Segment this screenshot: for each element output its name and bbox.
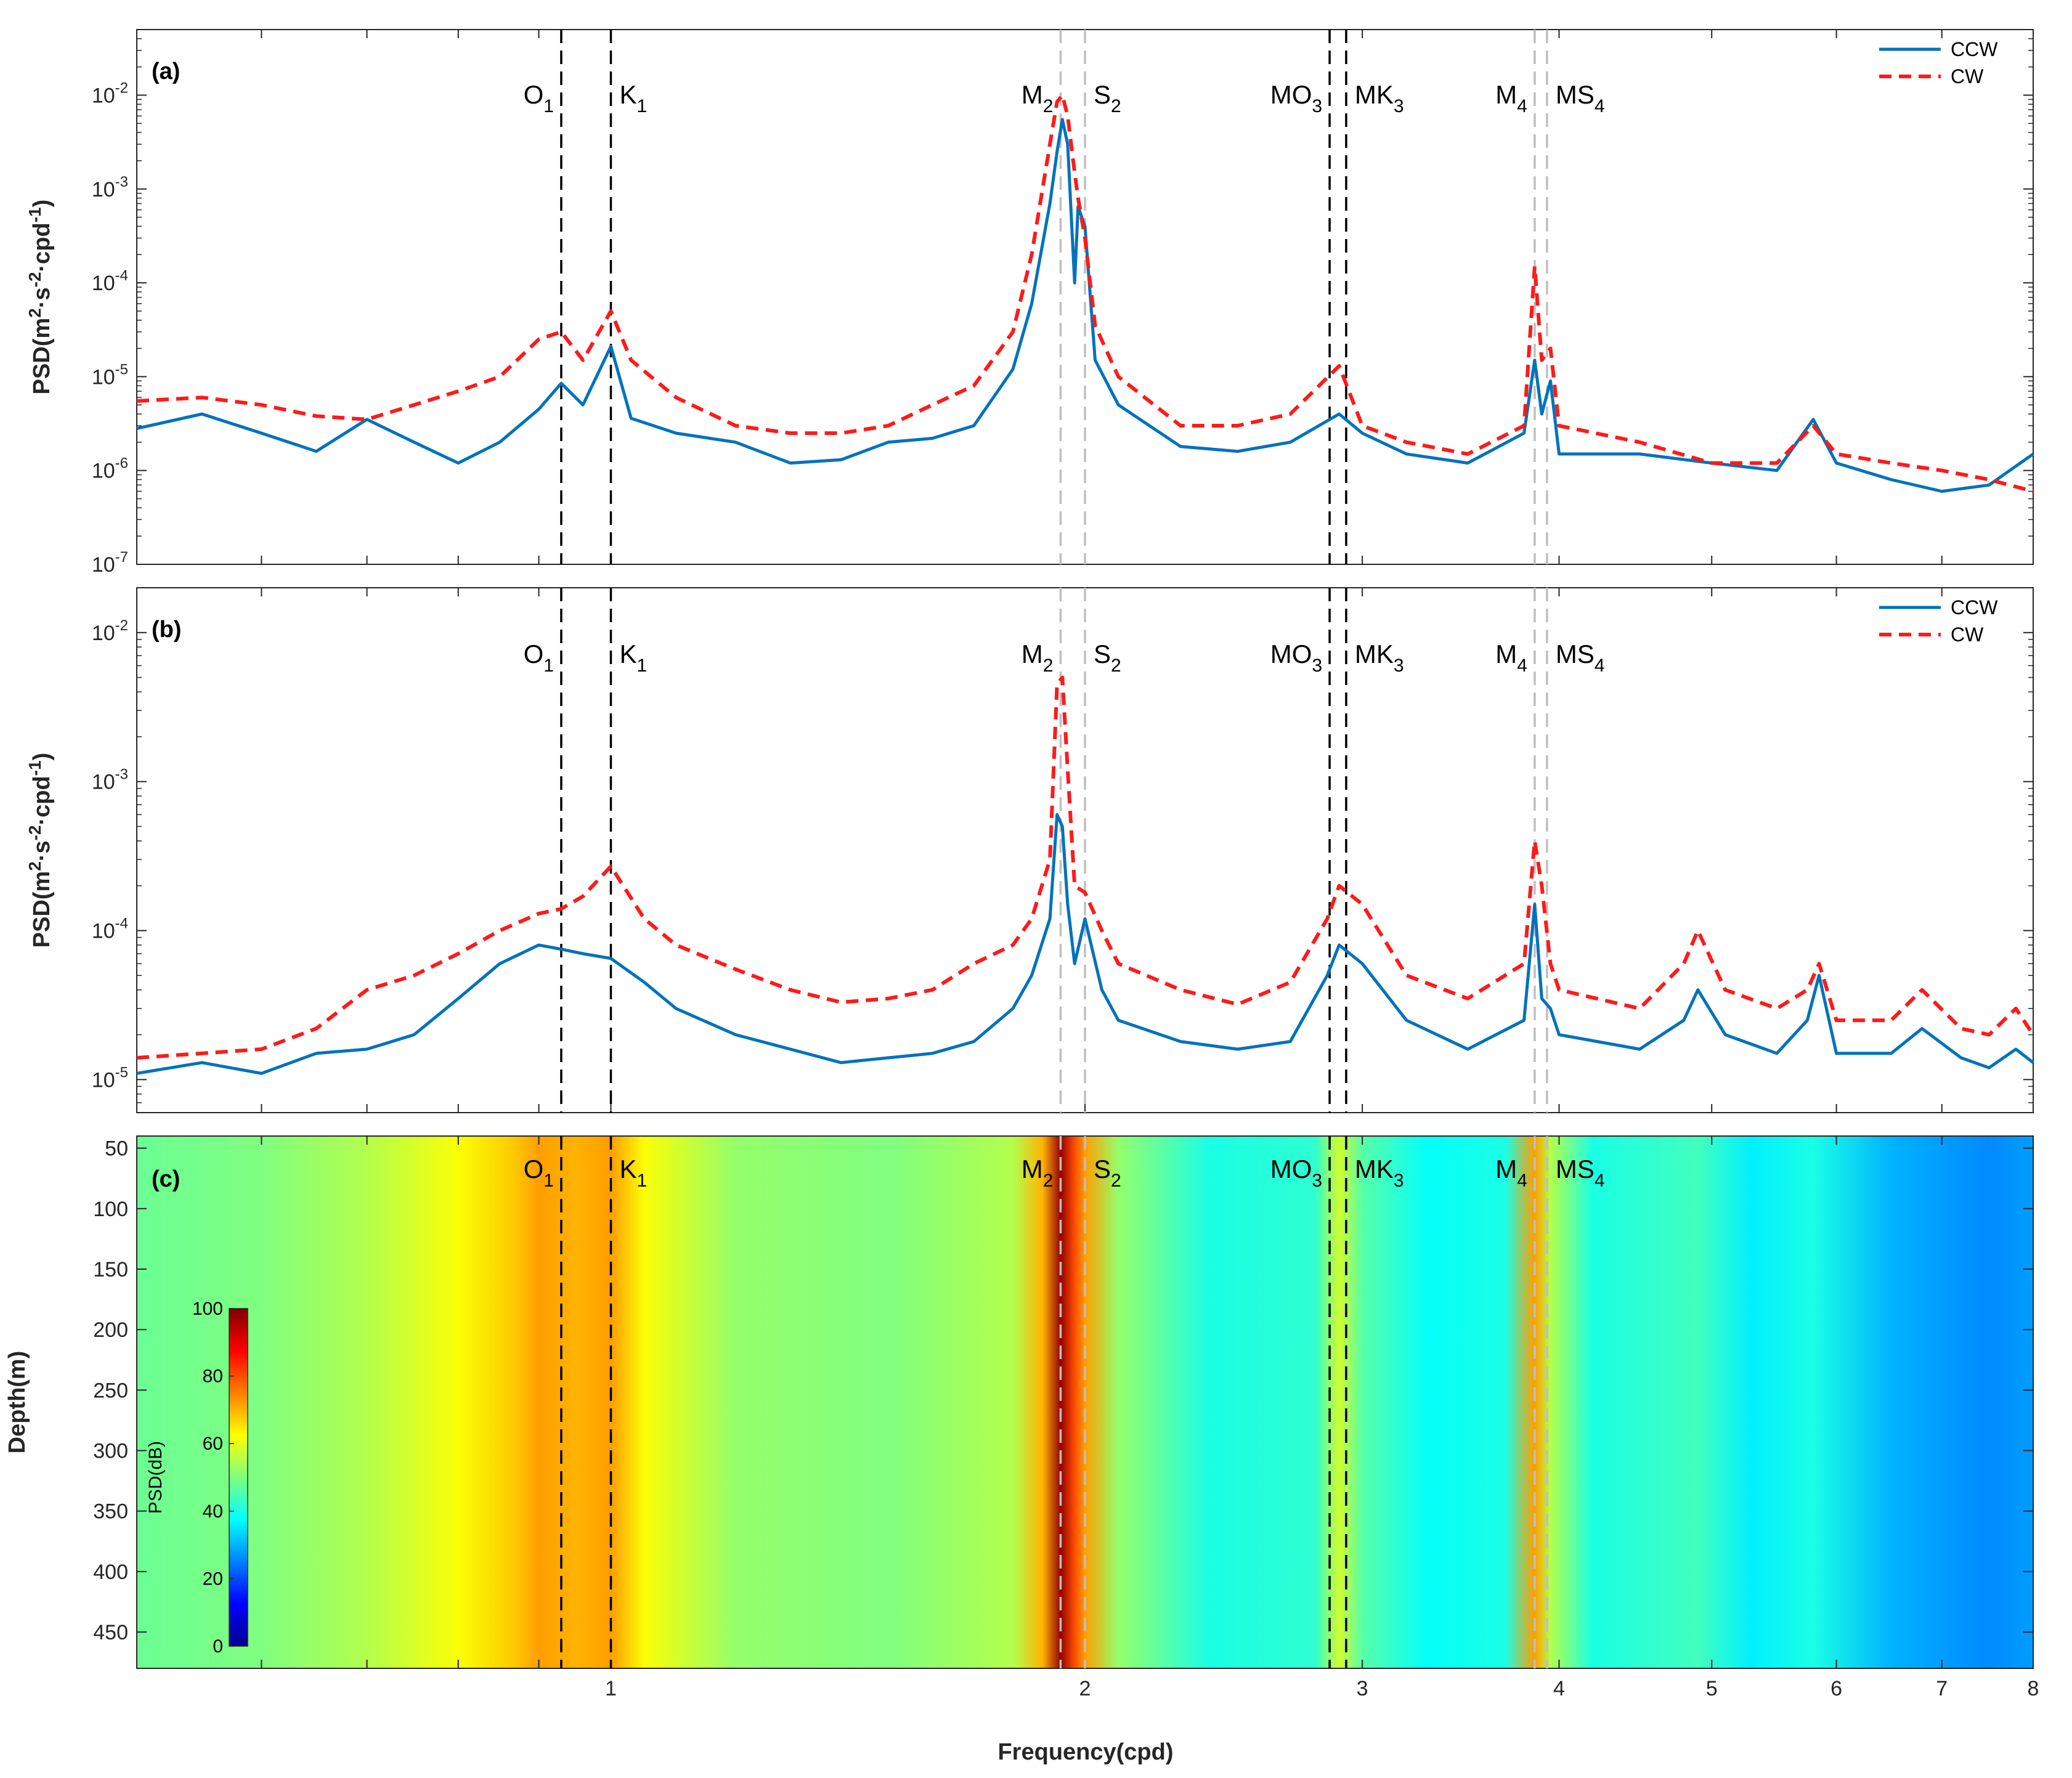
legend-label-ccw: CCW	[1951, 596, 1998, 619]
constituent-label-s2: S2	[1094, 639, 1121, 676]
panel-c-xtick-labels: 1 2 3 4 5 6 7 8	[605, 1677, 2039, 1700]
panel-c-ylabel: Depth(m)	[4, 1351, 30, 1454]
panel-b-ylabel: PSD(m2·s-2·cpd-1)	[25, 753, 55, 948]
constituent-label-m4: M4	[1495, 1155, 1527, 1191]
y-tick-label: 10-2	[92, 79, 128, 107]
y-tick-label: 100	[93, 1198, 128, 1221]
constituent-label-mk3: MK3	[1355, 1155, 1404, 1191]
constituent-label-m4: M4	[1495, 80, 1527, 116]
colorbar-tick-label: 80	[203, 1366, 223, 1387]
legend-label-cw: CW	[1951, 623, 1984, 646]
panel-b: O1 K1 M2 S2 MO3 MK3 M4 MS4 10-5 10-4 10-3 10-2 (b)…	[25, 587, 2035, 1113]
legend-label-ccw: CCW	[1951, 38, 1998, 60]
y-tick-label: 10-6	[92, 455, 128, 483]
panel-b-legend: CCW CW	[1879, 596, 1998, 646]
y-tick-label: 50	[105, 1137, 128, 1161]
constituent-label-k1: K1	[620, 1155, 648, 1191]
constituent-label-o1: O1	[524, 639, 554, 676]
x-tick-label: 5	[1706, 1677, 1718, 1700]
panel-b-constituent-lines: O1 K1 M2 S2 MO3 MK3 M4 MS4	[524, 588, 1605, 1113]
y-tick-label: 450	[93, 1621, 128, 1644]
x-tick-label: 7	[1936, 1677, 1948, 1700]
constituent-label-mo3: MO3	[1270, 1155, 1322, 1191]
constituent-label-mk3: MK3	[1355, 639, 1404, 676]
colorbar-ticks: 0 20 40 60 80 100	[192, 1299, 234, 1657]
y-tick-label: 10-5	[92, 361, 128, 389]
panel-a-ylabel: PSD(m2·s-2·cpd-1)	[25, 200, 55, 395]
series-ccw-line	[136, 118, 2034, 493]
panel-a-legend: CCW CW	[1879, 38, 1998, 87]
panel-b-label: (b)	[152, 617, 182, 643]
constituent-label-ms4: MS4	[1556, 1155, 1605, 1191]
y-tick-label: 150	[93, 1258, 128, 1281]
constituent-label-mo3: MO3	[1270, 80, 1322, 116]
series-cw-line	[136, 675, 2035, 1060]
constituent-label-ms4: MS4	[1556, 639, 1605, 676]
y-tick-label: 10-4	[92, 915, 128, 943]
panel-c-ytick-labels: 50 100 150 200 250 300 350 400 450	[93, 1137, 128, 1644]
panel-a-constituent-lines: O1 K1 M2 S2 MO3 MK3 M4 MS4	[524, 30, 1605, 564]
colorbar-tick-label: 40	[203, 1501, 223, 1522]
y-tick-label: 10-5	[92, 1064, 128, 1092]
series-cw-line	[136, 93, 2034, 493]
constituent-label-ms4: MS4	[1556, 80, 1605, 116]
y-tick-label: 10-3	[92, 174, 128, 201]
constituent-label-o1: O1	[524, 1155, 554, 1191]
y-tick-label: 10-7	[92, 549, 128, 577]
series-ccw-line	[136, 813, 2034, 1075]
constituent-label-m4: M4	[1495, 639, 1527, 676]
panel-a: O1 K1 M2 S2 MO3 MK3 M4 MS4 10-7 10-6 10-5 10-4 10-3…	[25, 29, 2034, 577]
panel-c-constituent-lines: O1 K1 M2 S2 MO3 MK3 M4 MS4	[524, 1136, 1605, 1668]
y-tick-label: 350	[93, 1500, 128, 1524]
colorbar-tick-label: 0	[213, 1636, 223, 1657]
y-tick-label: 400	[93, 1561, 128, 1584]
panel-a-label: (a)	[152, 59, 180, 84]
panel-c: O1 K1 M2 S2 MO3 MK3 M4 MS4 (c) 5010015020025030…	[4, 1135, 2039, 1700]
x-tick-label: 8	[2028, 1677, 2039, 1700]
panel-a-ytick-labels: 10-7 10-6 10-5 10-4 10-3 10-2	[92, 79, 128, 577]
y-tick-label: 250	[93, 1379, 128, 1402]
y-tick-label: 200	[93, 1318, 128, 1342]
colorbar-bar	[229, 1308, 248, 1647]
y-tick-label: 10-3	[92, 766, 128, 794]
colorbar-tick-label: 20	[203, 1569, 223, 1589]
colorbar-tick-label: 100	[192, 1299, 223, 1319]
x-tick-label: 6	[1830, 1677, 1842, 1700]
y-tick-label: 10-4	[92, 267, 128, 295]
panel-a-series	[136, 93, 2034, 493]
constituent-label-mo3: MO3	[1270, 639, 1322, 676]
x-tick-label: 3	[1357, 1677, 1368, 1700]
constituent-label-s2: S2	[1094, 1155, 1121, 1191]
constituent-label-s2: S2	[1094, 80, 1121, 116]
constituent-label-k1: K1	[620, 80, 648, 116]
constituent-label-k1: K1	[620, 639, 648, 676]
constituent-label-m2: M2	[1022, 80, 1054, 116]
x-axis-label: Frequency(cpd)	[997, 1739, 1173, 1765]
x-tick-label: 1	[605, 1677, 617, 1700]
x-tick-label: 4	[1553, 1677, 1565, 1700]
constituent-label-m2: M2	[1022, 1155, 1054, 1191]
panel-a-frame	[136, 29, 2034, 565]
y-tick-label: 300	[93, 1440, 128, 1463]
panel-b-series	[136, 675, 2035, 1075]
y-tick-label: 10-2	[92, 617, 128, 645]
panel-b-ticks	[137, 587, 2034, 1113]
colorbar-tick-label: 60	[203, 1434, 223, 1454]
panel-b-ytick-labels: 10-5 10-4 10-3 10-2	[92, 617, 128, 1092]
x-tick-label: 2	[1079, 1677, 1091, 1700]
constituent-label-mk3: MK3	[1355, 80, 1404, 116]
constituent-label-o1: O1	[524, 80, 554, 116]
legend-label-cw: CW	[1951, 65, 1984, 87]
constituent-label-m2: M2	[1022, 639, 1054, 676]
colorbar-label: PSD(dB)	[145, 1441, 166, 1514]
panel-c-label: (c)	[152, 1166, 180, 1192]
colorbar: 0 20 40 60 80 100 PSD(dB)	[145, 1299, 248, 1657]
